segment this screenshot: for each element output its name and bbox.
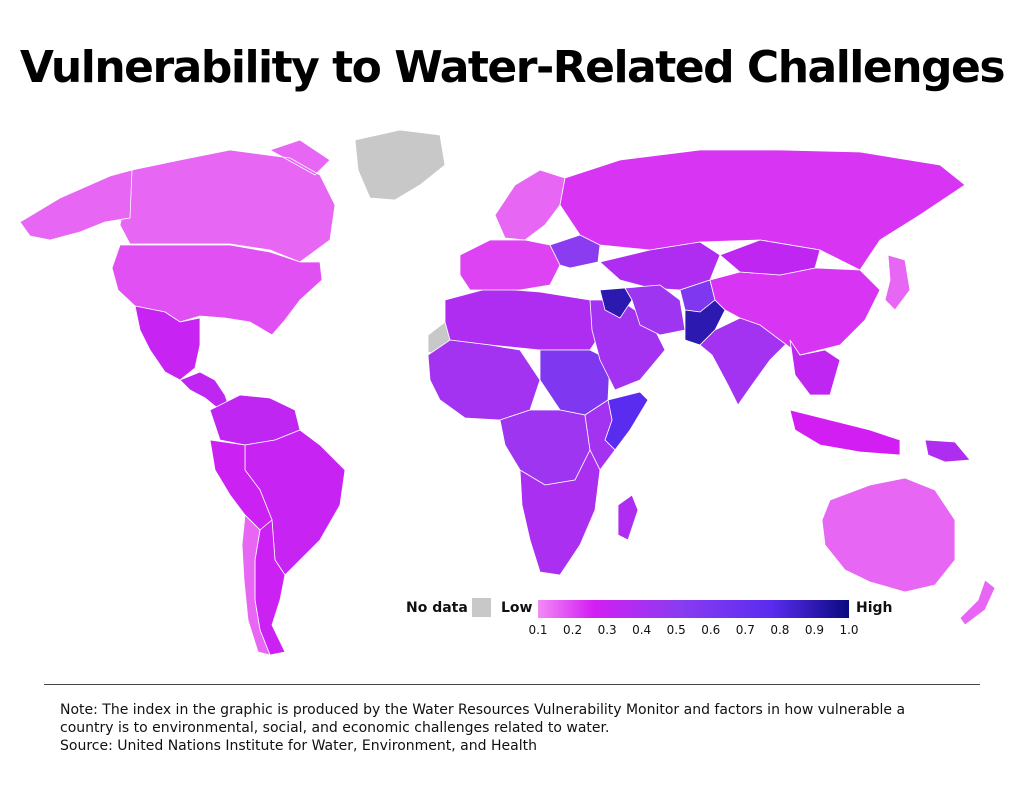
region-russia (559, 149, 966, 271)
legend-tick-label: 1.0 (839, 623, 859, 637)
legend-tick-label: 0.5 (666, 623, 686, 637)
legend-tick-label: 0.8 (770, 623, 790, 637)
note-line-1: Note: The index in the graphic is produc… (60, 702, 906, 718)
divider-line (44, 684, 980, 685)
region-north-africa (444, 287, 611, 351)
region-papua-new-guinea (924, 439, 971, 463)
legend-color-scale (538, 600, 849, 618)
region-new-zealand (959, 579, 996, 626)
region-australia (821, 477, 956, 593)
region-chile (241, 514, 271, 656)
legend-low-label: Low (501, 600, 533, 616)
legend-tick-label: 0.3 (597, 623, 617, 637)
region-southeast-asia (789, 339, 841, 396)
world-map (19, 129, 996, 656)
legend-no-data-swatch (472, 598, 491, 617)
region-iran (624, 284, 686, 336)
source-line: Source: United Nations Institute for Wat… (60, 738, 537, 754)
region-mexico (134, 305, 201, 381)
legend-tick-label: 0.4 (632, 623, 652, 637)
legend-tick-label: 0.1 (528, 623, 548, 637)
region-west-africa (427, 339, 541, 421)
region-japan (884, 254, 911, 311)
legend-high-label: High (856, 600, 893, 616)
region-western-europe (459, 239, 561, 291)
legend-ticks: 0.1 0.2 0.3 0.4 0.5 0.6 0.7 0.8 0.9 1.0 (528, 623, 858, 639)
region-southern-africa (519, 449, 601, 576)
legend-tick-label: 0.2 (563, 623, 583, 637)
legend-tick-label: 0.6 (701, 623, 721, 637)
region-scandinavia (494, 169, 566, 241)
region-canada (119, 139, 336, 263)
legend-tick-label: 0.7 (735, 623, 755, 637)
region-mongolia (719, 239, 821, 276)
legend-no-data-label: No data (406, 600, 468, 616)
region-greenland (354, 129, 446, 201)
map-title: Vulnerability to Water-Related Challenge… (19, 42, 1006, 93)
region-indonesia (789, 409, 901, 456)
region-madagascar (617, 494, 639, 541)
note-line-2: country is to environmental, social, and… (60, 720, 610, 736)
legend-tick-label: 0.9 (804, 623, 824, 637)
footnote: Note: The index in the graphic is produc… (60, 701, 970, 755)
region-iraq (599, 287, 633, 319)
region-alaska (19, 169, 133, 241)
region-central-africa (499, 409, 591, 486)
